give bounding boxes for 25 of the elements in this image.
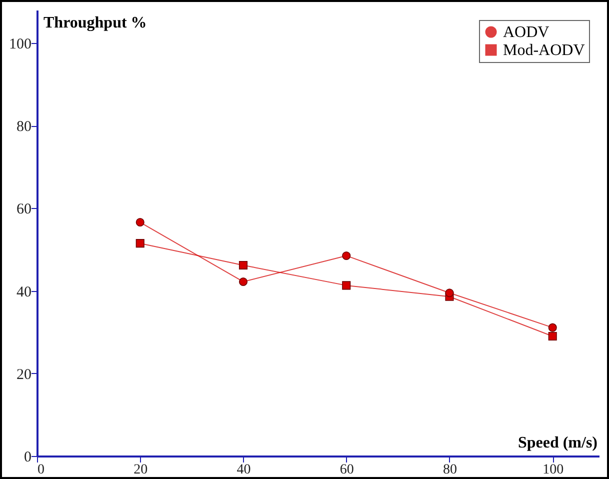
x-tick-label: 80 (442, 462, 457, 478)
point (445, 288, 454, 298)
x-axis-title: Speed (m/s) (518, 434, 598, 452)
y-tick-label: 40 (16, 284, 32, 300)
point (548, 323, 557, 332)
point (136, 218, 144, 227)
x-tick-label: 100 (542, 462, 564, 478)
legend-label: AODV (503, 24, 550, 41)
y-tick-label: 20 (16, 366, 32, 383)
x-tick-label: 20 (134, 462, 148, 478)
point (342, 251, 351, 260)
y-tick-label: 0 (24, 450, 32, 466)
legend-label: Mod-AODV (503, 42, 586, 59)
point (342, 281, 351, 290)
point (548, 332, 557, 341)
x-tick-label: 0 (38, 462, 44, 478)
y-tick-label: 100 (9, 36, 32, 53)
y-axis-title: Throughput % (44, 14, 147, 32)
y-tick-label: 80 (16, 119, 32, 136)
point (136, 239, 144, 248)
x-tick-label: 60 (340, 462, 354, 478)
x-tick-label: 40 (236, 462, 251, 478)
point (238, 277, 248, 286)
point (238, 260, 248, 270)
y-tick-label: 60 (16, 202, 32, 218)
